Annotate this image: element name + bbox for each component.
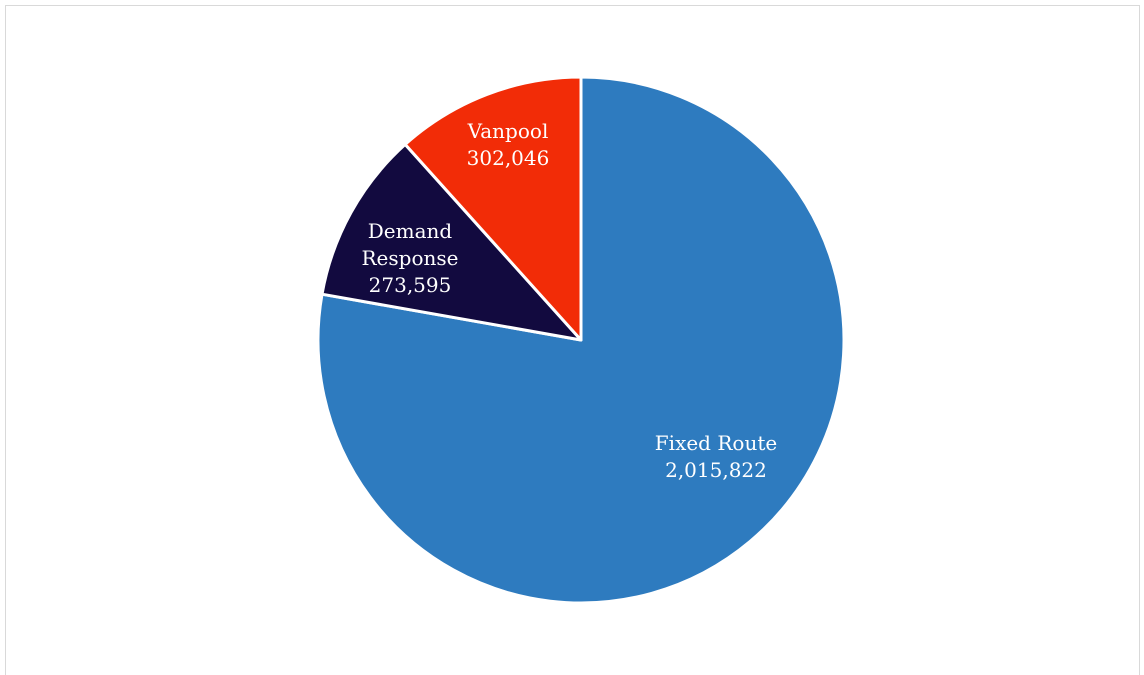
category-label: Vanpool	[467, 119, 549, 143]
value-label: 302,046	[466, 146, 550, 170]
pie-slice	[320, 142, 583, 342]
slice-label: Demand Response 273,595	[355, 218, 465, 299]
chart-frame	[5, 5, 1140, 675]
value-label: 2,015,822	[665, 458, 767, 482]
category-label: Demand Response	[361, 219, 459, 270]
slice-label: Fixed Route 2,015,822	[646, 430, 786, 484]
slice-label: Vanpool 302,046	[453, 118, 563, 172]
value-label: 273,595	[368, 273, 452, 297]
pie-slice	[403, 75, 583, 342]
category-label: Fixed Route	[654, 431, 778, 455]
